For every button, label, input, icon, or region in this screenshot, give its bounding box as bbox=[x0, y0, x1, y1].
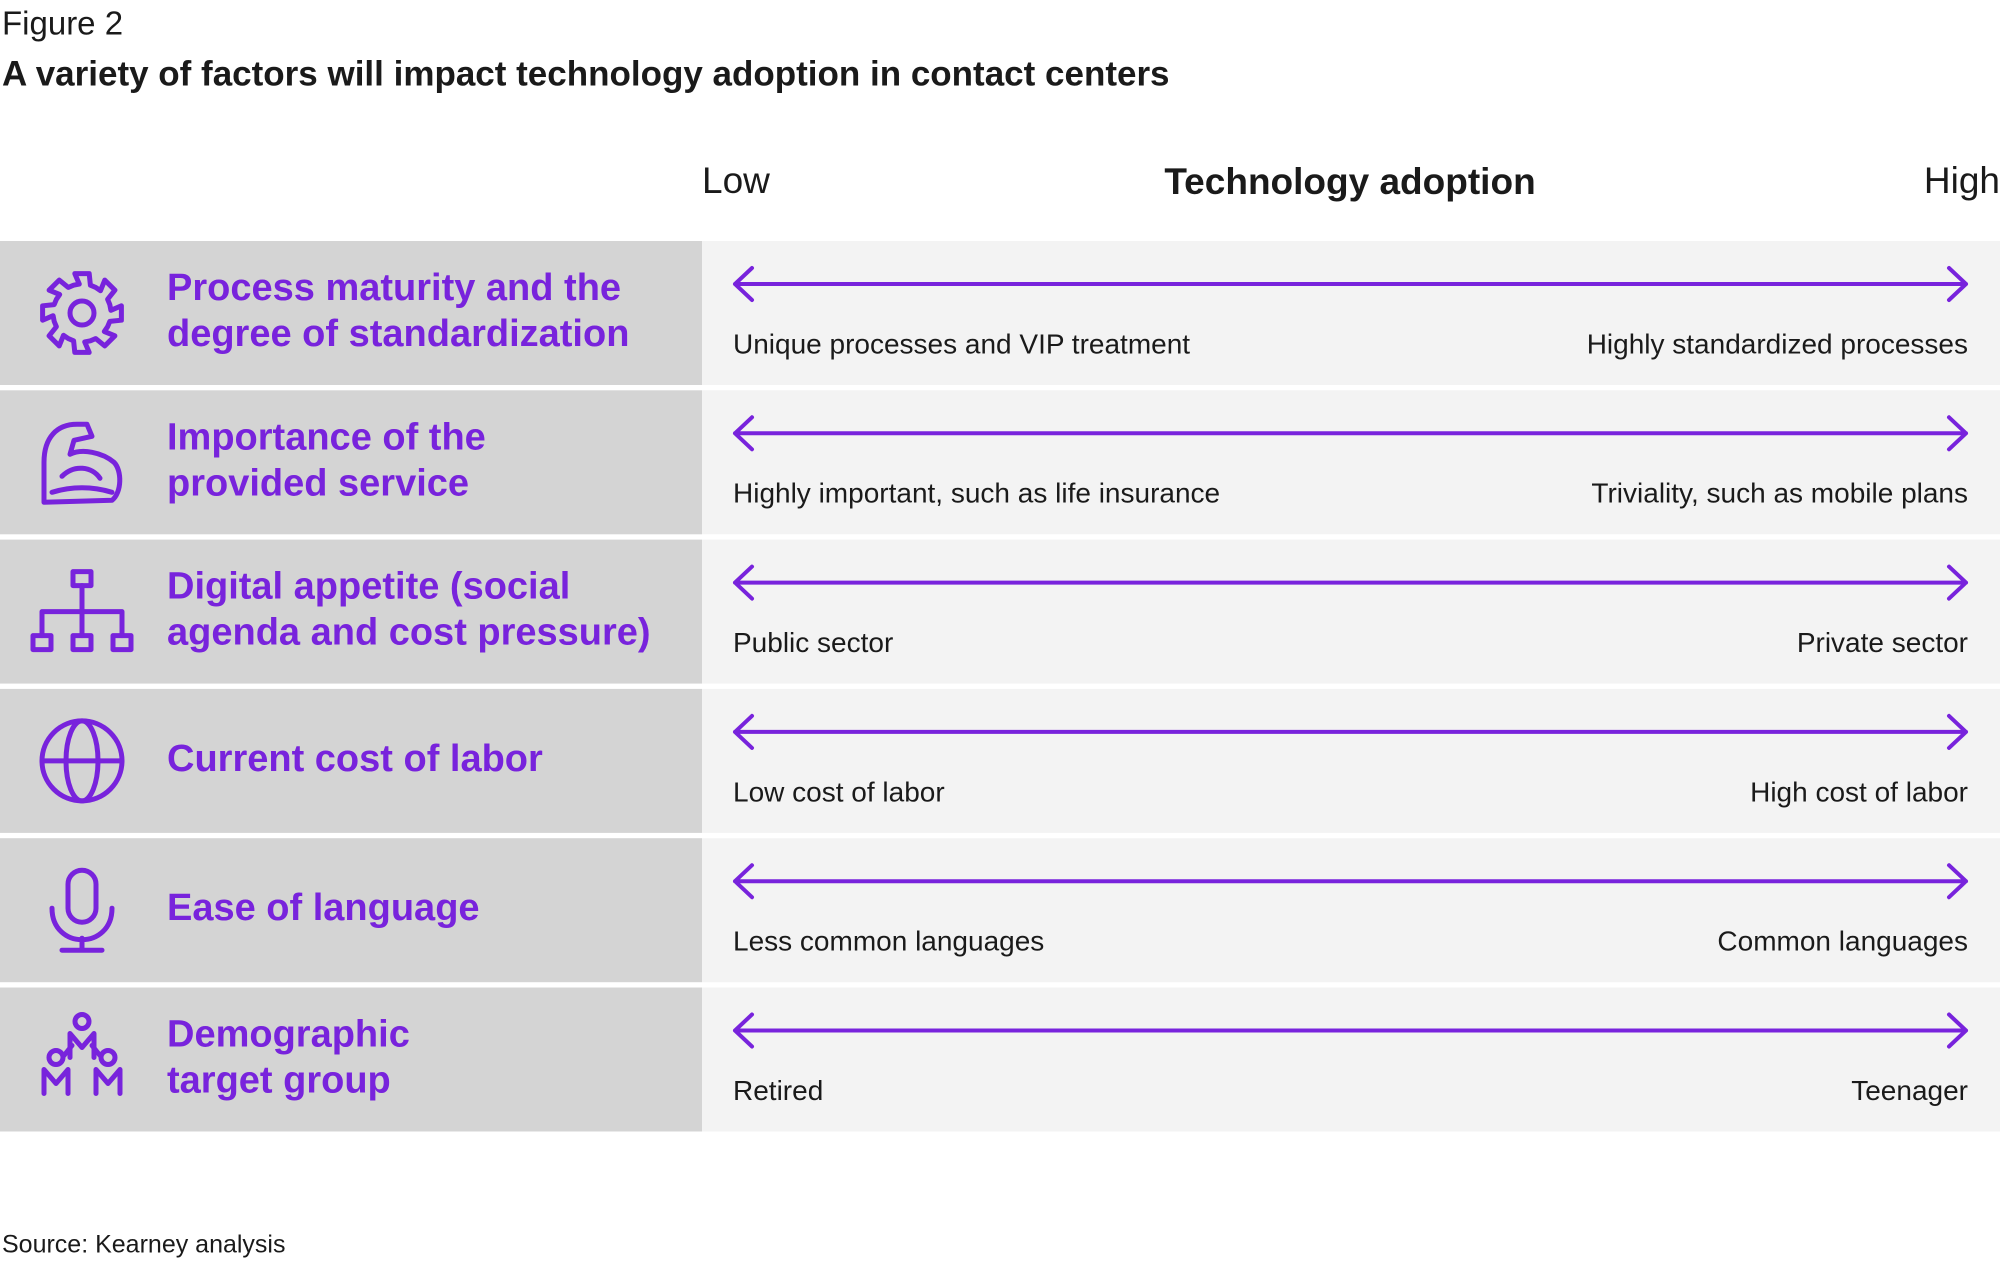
high-label: Triviality, such as mobile plans bbox=[1591, 478, 1968, 509]
label-cell bbox=[0, 838, 702, 983]
icon-part bbox=[49, 465, 115, 495]
factor-row: Ease of language Less common languages Com… bbox=[0, 838, 2000, 983]
figure-title: A variety of factors will impact technol… bbox=[2, 54, 1170, 93]
low-label: Highly important, such as life insurance bbox=[733, 478, 1220, 509]
high-label: Teenager bbox=[1851, 1075, 1968, 1106]
icon bbox=[49, 867, 115, 953]
factor-label: agenda and cost pressure) bbox=[167, 612, 651, 654]
factor-row: Current cost of labor Low cost of labor Hi… bbox=[0, 688, 2000, 833]
scale-high: High bbox=[1924, 160, 2000, 201]
arrow bbox=[733, 863, 1968, 900]
low-label: Public sector bbox=[733, 627, 893, 658]
arrow bbox=[733, 266, 1968, 302]
factor-label: Current cost of labor bbox=[167, 738, 543, 780]
icon-part bbox=[41, 421, 123, 505]
high-label: High cost of labor bbox=[1750, 776, 1968, 807]
icon-part bbox=[39, 583, 125, 639]
low-label: Less common languages bbox=[733, 926, 1044, 957]
factor-label: target group bbox=[167, 1060, 391, 1102]
icon bbox=[41, 1012, 123, 1096]
icon bbox=[40, 271, 124, 355]
low-label: Unique processes and VIP treatment bbox=[733, 328, 1190, 359]
scale-cell bbox=[702, 987, 2000, 1132]
arrow bbox=[733, 1012, 1968, 1049]
source: Source: Kearney analysis bbox=[2, 1231, 285, 1259]
low-label: Retired bbox=[733, 1075, 823, 1106]
scale-cell bbox=[702, 390, 2000, 535]
icon bbox=[39, 718, 125, 804]
label-cell bbox=[0, 241, 702, 385]
icon-part bbox=[70, 633, 94, 653]
icon-part bbox=[110, 633, 134, 653]
high-label: Highly standardized processes bbox=[1587, 328, 1968, 359]
factor-label: Process maturity and the bbox=[167, 267, 621, 309]
scale-cell bbox=[702, 688, 2000, 833]
high-label: Private sector bbox=[1797, 627, 1968, 658]
icon bbox=[41, 421, 123, 505]
icon-part bbox=[72, 1012, 92, 1031]
icon-part bbox=[65, 867, 99, 925]
factor-label: Demographic bbox=[167, 1014, 410, 1056]
factor-label: degree of standardization bbox=[167, 313, 629, 355]
icon-part bbox=[61, 1043, 103, 1058]
arrow bbox=[733, 713, 1968, 750]
factor-label: Importance of the bbox=[167, 416, 486, 458]
high-label: Common languages bbox=[1717, 926, 1968, 957]
figure-label: Figure 2 bbox=[2, 5, 123, 42]
arrow bbox=[733, 415, 1968, 452]
icon-part bbox=[49, 905, 115, 953]
icon bbox=[30, 569, 134, 653]
scale-cell bbox=[702, 838, 2000, 983]
scale-cell bbox=[702, 539, 2000, 684]
scale-cell bbox=[702, 241, 2000, 385]
scale-title: Technology adoption bbox=[1164, 161, 1535, 202]
icon-part bbox=[93, 1067, 123, 1096]
low-label: Low cost of labor bbox=[733, 776, 945, 807]
icon-part bbox=[30, 633, 54, 653]
arrow bbox=[733, 564, 1968, 601]
factor-label: provided service bbox=[167, 462, 469, 504]
icon-part bbox=[67, 298, 97, 328]
icon-part bbox=[67, 1031, 97, 1060]
factor-label: Ease of language bbox=[167, 887, 480, 929]
factor-label: Digital appetite (social bbox=[167, 566, 570, 608]
icon-part bbox=[41, 1067, 71, 1096]
icon-part bbox=[40, 271, 124, 355]
scale-low: Low bbox=[702, 160, 770, 201]
